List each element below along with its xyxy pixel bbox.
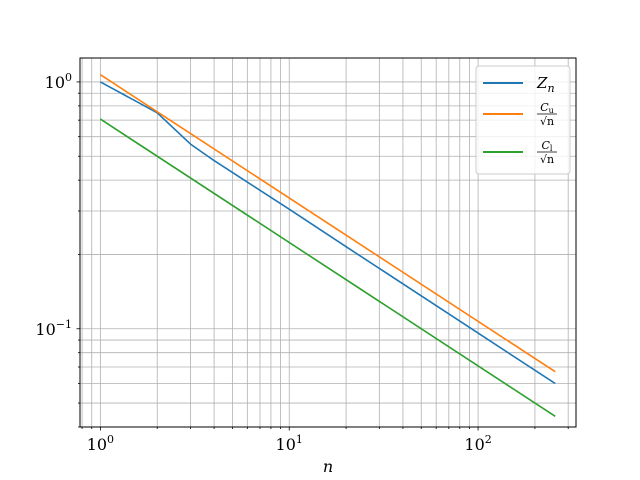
plot-frame <box>79 57 577 428</box>
legend-label-cl: Cl √n <box>537 139 557 166</box>
svg-text:√n: √n <box>540 115 554 128</box>
svg-text:Cu: Cu <box>540 101 554 115</box>
series-layer <box>99 74 556 417</box>
series-line-1 <box>99 74 556 373</box>
x-tick-label: 102 <box>464 433 491 454</box>
legend-box <box>475 65 571 175</box>
svg-text:√n: √n <box>540 153 554 166</box>
series-line-2 <box>99 118 556 417</box>
y-tick-label: 10−1 <box>35 318 72 339</box>
x-tick-label: 100 <box>87 433 114 454</box>
x-axis-label: n <box>323 457 333 476</box>
svg-text:Cl: Cl <box>542 139 553 153</box>
legend: Zn Cu √n Cl √n <box>475 65 571 175</box>
x-tick-label: 101 <box>276 433 303 454</box>
legend-label-z: Zn <box>536 74 555 95</box>
series-line-0 <box>100 81 556 385</box>
legend-label-cu: Cu √n <box>537 101 557 128</box>
ticks: 100 101 102 100 10−1 <box>35 71 569 454</box>
y-tick-label: 100 <box>45 71 72 92</box>
